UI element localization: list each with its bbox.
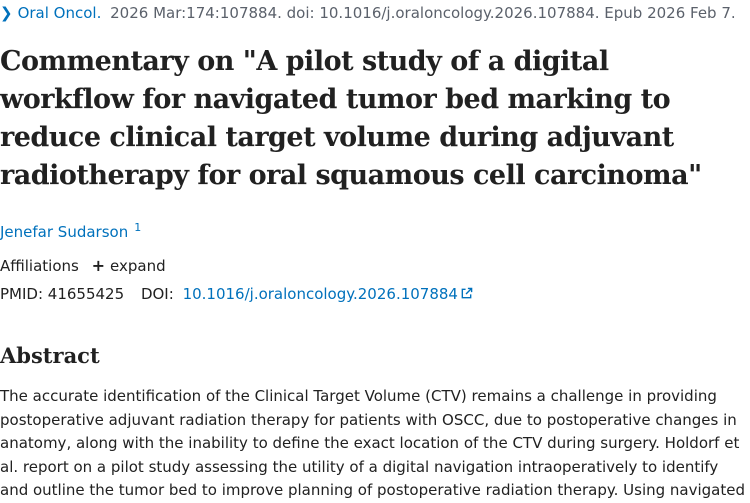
- doi-value: 10.1016/j.oraloncology.2026.107884: [182, 285, 458, 303]
- expand-affiliations-button[interactable]: + expand: [91, 256, 166, 275]
- expand-label: expand: [110, 257, 166, 275]
- affiliations-label: Affiliations: [0, 257, 79, 275]
- author-list: Jenefar Sudarson 1: [0, 217, 141, 243]
- doi-label: DOI:: [140, 285, 174, 303]
- abstract-heading: Abstract: [0, 343, 100, 368]
- article-title: Commentary on "A pilot study of a digita…: [0, 46, 702, 191]
- external-link-icon: [461, 287, 473, 299]
- chevron-right-icon[interactable]: ❯: [0, 4, 13, 22]
- identifiers: PMID: 41655425 DOI: 10.1016/j.oraloncolo…: [0, 283, 473, 305]
- citation-line: ❯ Oral Oncol. 2026 Mar:174:107884. doi: 1…: [0, 3, 736, 23]
- affiliations: Affiliations + expand: [0, 255, 166, 277]
- affiliation-ref[interactable]: 1: [134, 221, 142, 234]
- author-link[interactable]: Jenefar Sudarson: [0, 223, 129, 241]
- citation-details: 2026 Mar:174:107884. doi: 10.1016/j.oral…: [110, 4, 736, 22]
- journal-link[interactable]: Oral Oncol.: [17, 4, 102, 22]
- plus-icon: +: [91, 256, 106, 275]
- doi-link[interactable]: 10.1016/j.oraloncology.2026.107884: [183, 285, 473, 303]
- pmid-value: 41655425: [47, 285, 125, 303]
- abstract-text: The accurate identification of the Clini…: [0, 387, 745, 499]
- pmid-label: PMID:: [0, 285, 44, 303]
